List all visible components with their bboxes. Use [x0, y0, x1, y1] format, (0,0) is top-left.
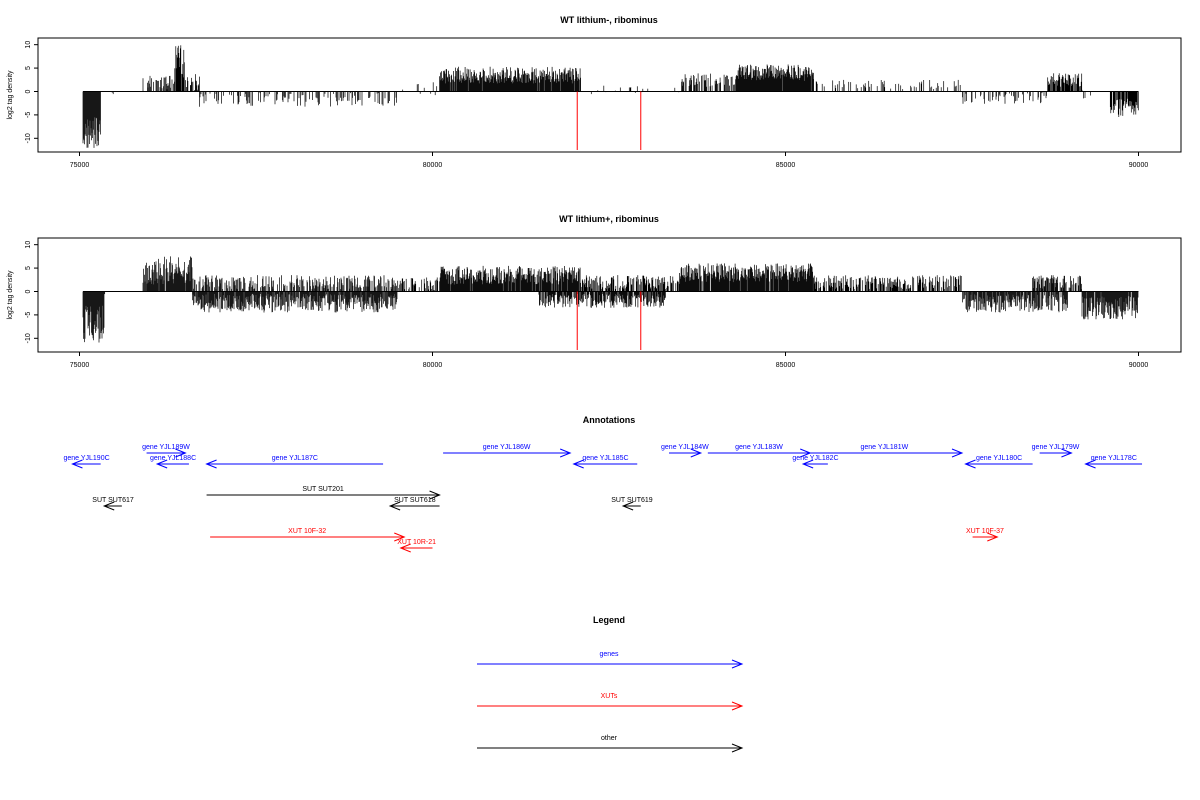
feature-arrow: XUT 10R-21 [397, 539, 436, 553]
y-tick-label: 10 [25, 241, 32, 249]
feature-arrow: gene YJL181W [806, 444, 964, 458]
feature-arrow: gene YJL189W [142, 444, 190, 458]
feature-arrow: gene YJL180C [964, 455, 1033, 469]
feature-label: gene YJL181W [860, 444, 908, 451]
feature-label: gene YJL187C [272, 455, 318, 462]
legend-label: genes [599, 651, 619, 658]
feature-arrow: XUT 10F-32 [210, 528, 406, 542]
y-tick-label: -10 [25, 333, 32, 343]
feature-label: gene YJL180C [976, 455, 1022, 462]
track-panel-lithium-plus: WT lithium+, ribominus log2 tag density … [7, 214, 1182, 369]
y-axis-ticks: -10 -5 0 5 10 [25, 241, 38, 343]
y-axis-label: log2 tag density [7, 270, 14, 320]
feature-arrows: gene YJL190C gene YJL189W gene YJL188C gene… [63, 444, 1143, 553]
y-axis-label: log2 tag density [7, 70, 14, 120]
x-tick-label: 85000 [776, 162, 796, 169]
x-axis-ticks: 75000 80000 85000 90000 [70, 351, 1149, 369]
y-tick-label: 0 [25, 289, 32, 293]
feature-label: SUT SUT617 [92, 497, 134, 504]
feature-label: gene YJL185C [582, 455, 628, 462]
feature-label: gene YJL184W [661, 444, 709, 451]
feature-label: gene YJL188C [150, 455, 196, 462]
feature-arrow: gene YJL186W [443, 444, 572, 458]
x-tick-label: 85000 [776, 362, 796, 369]
x-tick-label: 75000 [70, 362, 90, 369]
y-tick-label: 0 [25, 89, 32, 93]
feature-arrow: SUT SUT201 [206, 486, 441, 500]
x-tick-label: 80000 [423, 362, 443, 369]
feature-arrow: gene YJL190C [63, 455, 110, 469]
y-tick-label: 10 [25, 41, 32, 49]
y-tick-label: 5 [25, 66, 32, 70]
feature-label: gene YJL183W [735, 444, 783, 451]
legend-items: genes XUTs other [477, 651, 744, 753]
highlight-lines [576, 91, 642, 150]
legend-item: other [477, 735, 744, 753]
y-tick-label: -5 [25, 312, 32, 318]
feature-arrow: SUT SUT618 [388, 497, 440, 511]
x-tick-label: 90000 [1129, 162, 1149, 169]
x-tick-label: 75000 [70, 162, 90, 169]
feature-label: gene YJL182C [792, 455, 838, 462]
track-title: WT lithium-, ribominus [560, 15, 658, 25]
feature-label: SUT SUT618 [394, 497, 436, 504]
feature-arrow: gene YJL188C [150, 455, 196, 469]
feature-label: gene YJL189W [142, 444, 190, 451]
highlight-lines [576, 291, 642, 350]
legend-panel: Legend genes XUTs other [477, 615, 744, 753]
signal-bars [82, 256, 1139, 343]
feature-arrow: XUT 10F-37 [966, 528, 1004, 542]
y-tick-label: 5 [25, 266, 32, 270]
track-title: WT lithium+, ribominus [559, 214, 659, 224]
track-panel-lithium-minus: WT lithium-, ribominus log2 tag density … [7, 15, 1182, 169]
legend-label: XUTs [601, 693, 618, 700]
y-tick-label: -5 [25, 112, 32, 118]
feature-arrow: gene YJL182C [792, 455, 839, 469]
feature-label: gene YJL190C [63, 455, 109, 462]
feature-label: gene YJL179W [1032, 444, 1080, 451]
feature-label: XUT 10R-21 [397, 539, 436, 546]
feature-arrow: gene YJL185C [572, 455, 638, 469]
feature-label: SUT SUT619 [611, 497, 653, 504]
legend-label: other [601, 735, 618, 742]
y-tick-label: -10 [25, 133, 32, 143]
x-axis-ticks: 75000 80000 85000 90000 [70, 151, 1149, 169]
feature-label: SUT SUT201 [302, 486, 344, 493]
legend-item: genes [477, 651, 744, 669]
feature-label: gene YJL186W [483, 444, 531, 451]
feature-arrow: gene YJL178C [1084, 455, 1143, 469]
feature-arrow: gene YJL179W [1032, 444, 1080, 458]
feature-arrow: SUT SUT619 [611, 497, 653, 511]
feature-label: gene YJL178C [1091, 455, 1137, 462]
plot-frame [37, 37, 1182, 153]
feature-arrow: SUT SUT617 [92, 497, 134, 511]
legend-item: XUTs [477, 693, 744, 711]
x-tick-label: 80000 [423, 162, 443, 169]
signal-bars [82, 45, 1139, 148]
feature-arrow: gene YJL184W [661, 444, 709, 458]
x-tick-label: 90000 [1129, 362, 1149, 369]
feature-label: XUT 10F-37 [966, 528, 1004, 535]
annotations-title: Annotations [583, 415, 636, 425]
feature-arrow: gene YJL187C [205, 455, 384, 469]
y-axis-ticks: -10 -5 0 5 10 [25, 41, 38, 143]
legend-title: Legend [593, 615, 625, 625]
feature-label: XUT 10F-32 [288, 528, 326, 535]
